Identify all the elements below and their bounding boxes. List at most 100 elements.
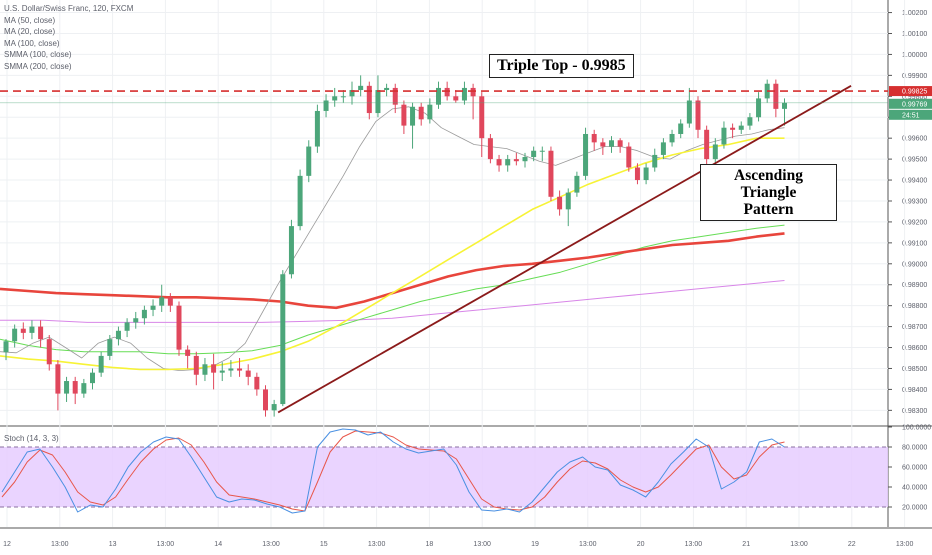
candle-body [410,106,416,126]
candle-body [574,175,580,193]
candle-body [427,104,433,120]
candle-body [12,328,18,342]
price-tick-label: 0.99500 [902,157,927,164]
candle-body [634,167,640,181]
candle-body [271,404,277,411]
candle-body [98,355,104,373]
stoch-d-line [1,430,785,512]
price-tick-label: 0.98400 [902,387,927,394]
candle-body [747,117,753,126]
candle-body [669,133,675,143]
time-tick-label: 13:00 [685,541,703,548]
ascending-trendline [277,85,852,414]
price-tick-label: 1.00000 [902,52,927,59]
time-tick-label: 12 [3,541,11,548]
candle-body [557,196,563,210]
triple-top-annotation: Triple Top - 0.9985 [489,54,634,78]
time-tick-label: 21 [742,541,750,548]
price-tick-label: 0.99300 [902,198,927,205]
smma-200-line [0,280,785,323]
candle-body [228,368,234,371]
candle-body [193,355,199,375]
candle-body [418,106,424,120]
candle-body [461,87,467,101]
candle-body [20,328,26,333]
candle-body [3,341,9,353]
candle-body [90,372,95,384]
stoch-tick-label: 80.0000 [902,445,927,452]
candle-body [436,87,441,105]
candle-body [107,339,113,356]
candle-body [150,305,156,310]
stoch-tick-label: 60.0000 [902,465,927,472]
candle-body [64,381,70,394]
stoch-k-line [1,428,785,514]
candle-body [444,87,450,97]
candle-body [522,157,528,162]
candle-body [487,138,493,160]
candle-body [539,150,545,152]
candle-body [237,368,243,371]
price-tick-label: 0.98700 [902,324,927,331]
stoch-tick-label: 100.0000 [902,425,931,432]
candle-body [712,144,718,160]
candle-body [730,127,736,130]
time-tick-label: 13:00 [51,541,69,548]
time-tick-label: 22 [848,541,856,548]
indicator-smma200: SMMA (200, close) [4,61,72,71]
price-tick-label: 1.00100 [902,31,927,38]
candle-body [167,297,173,306]
candle-body [695,100,701,130]
candle-body [46,339,52,365]
last-price-tag-bg [889,98,932,109]
candle-body [496,159,502,166]
candle-body [115,330,121,340]
candle-body [453,96,459,101]
resistance-price-tag-bg [889,86,932,97]
candle-body [643,167,649,181]
candle-body [185,349,191,356]
price-tick-label: 0.98800 [902,303,927,310]
candle-body [609,140,614,147]
time-tick-label: 18 [426,541,434,548]
price-tick-label: 0.99100 [902,240,927,247]
candle-body [479,96,485,139]
symbol-title: U.S. Dollar/Swiss Franc, 120, FXCM [4,4,134,13]
candle-body [81,383,87,394]
candle-body [660,142,666,155]
candle-body [288,226,294,275]
candle-body [617,140,623,147]
ascending-triangle-annotation: Ascending Triangle Pattern [700,164,837,221]
candle-body [548,150,554,197]
stoch-tick-label: 20.0000 [902,505,927,512]
price-tick-label: 1.00200 [902,10,927,17]
price-tick-label: 0.99600 [902,136,927,143]
price-tick-label: 0.98500 [902,366,927,373]
candle-body [38,326,44,340]
candle-body [358,85,364,91]
candle-body [297,175,303,227]
candle-body [565,192,571,210]
time-tick-label: 13:00 [368,541,386,548]
candle-body [254,376,260,390]
candle-body [29,326,35,333]
candle-body [773,83,779,109]
stoch-band [0,447,888,507]
candle-body [211,364,217,373]
ma-100-line [0,224,785,355]
candle-body [280,274,286,405]
candle-body [141,309,147,319]
price-tick-label: 0.99000 [902,261,927,268]
resistance-price-tag: 0.99825 [902,89,927,96]
indicator-ma100: MA (100, close) [4,38,60,48]
indicator-ma20: MA (20, close) [4,27,56,36]
candle-body [55,364,61,394]
candle-body [782,102,787,109]
candle-body [124,322,130,331]
candle-body [531,150,537,158]
candle-body [686,100,692,124]
price-tick-label: 0.99200 [902,219,927,226]
stoch-tick-label: 40.0000 [902,485,927,492]
countdown-tag: 24:51 [902,112,920,119]
candle-body [159,297,165,306]
